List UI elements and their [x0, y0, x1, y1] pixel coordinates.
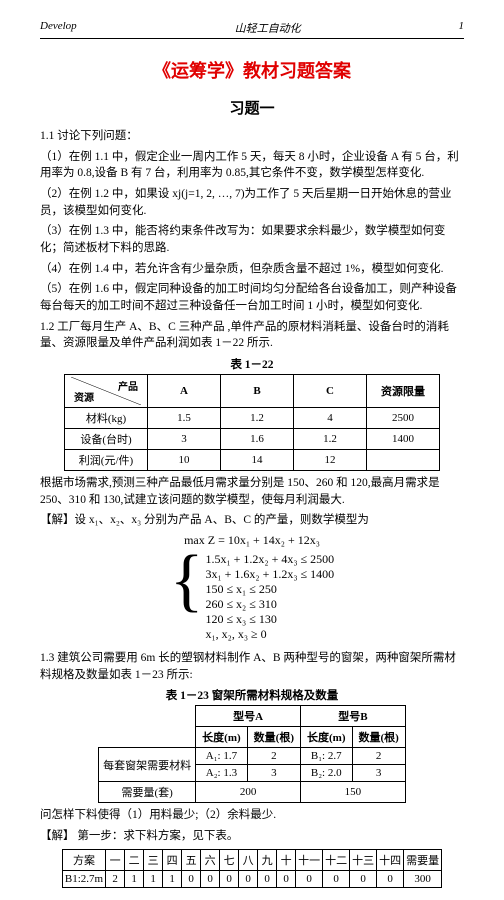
q12-after: 根据市场需求,预测三种产品最低月需求量分别是 150、260 和 120,最高月… [40, 475, 464, 508]
table-row: 设备(台时) 3 1.6 1.2 1400 [65, 429, 440, 450]
hdr-center: 山轻工自动化 [235, 20, 301, 36]
constraint: 120 ≤ x₃ ≤ 130 [205, 612, 334, 627]
t23-c: 长度(m) [301, 727, 353, 748]
hdr-left: Develop [40, 20, 77, 36]
table-row: 材料(kg) 1.5 1.2 4 2500 [65, 408, 440, 429]
t22-col: A [148, 375, 221, 408]
table-cutting: 方案 一 二 三 四 五 六 七 八 九 十 十一 十二 十三 十四 需要量 B… [62, 849, 442, 888]
q13-lead: 1.3 建筑公司需要用 6m 长的塑钢材料制作 A、B 两种型号的窗架，两种窗架… [40, 650, 464, 683]
table-row: 方案 一 二 三 四 五 六 七 八 九 十 十一 十二 十三 十四 需要量 [62, 849, 441, 870]
constraint: 3x₁ + 1.6x₂ + 1.2x₃ ≤ 1400 [205, 567, 334, 582]
page-header: Develop 山轻工自动化 1 [40, 20, 464, 39]
q12-constraints: { 1.5x₁ + 1.2x₂ + 4x₃ ≤ 2500 3x₁ + 1.6x₂… [40, 552, 464, 642]
constraint: 150 ≤ x₁ ≤ 250 [205, 582, 334, 597]
q11-p4: （4）在例 1.4 中，若允许含有少量杂质，但杂质含量不超过 1%，模型如何变化… [40, 261, 464, 278]
hdr-right: 1 [459, 20, 465, 36]
doc-title: 《运筹学》教材习题答案 [40, 57, 464, 83]
brace-icon: { [170, 546, 204, 642]
t22-col: B [221, 375, 294, 408]
q11-p5: （5）在例 1.6 中，假定同种设备的加工时间均匀分配给各台设备加工，则产种设备… [40, 281, 464, 314]
constraint: 1.5x₁ + 1.2x₂ + 4x₃ ≤ 2500 [205, 552, 334, 567]
table-row: 需要量(套) 200 150 [99, 782, 406, 803]
t22-col: 资源限量 [367, 375, 440, 408]
t22-diag: 产品资源 [65, 375, 148, 408]
t22-cap: 表 1－22 [40, 356, 464, 372]
q12-sol-lead: 【解】设 x₁、x₂、x₃ 分别为产品 A、B、C 的产量，则数学模型为 [40, 512, 464, 529]
t23-rowh: 每套窗架需要材料 [99, 748, 196, 782]
q13-step: 【解】 第一步：求下料方案，见下表。 [40, 828, 464, 845]
table-1-23: 型号A 型号B 长度(m) 数量(根) 长度(m) 数量(根) 每套窗架需要材料… [98, 705, 406, 803]
section-heading: 习题一 [40, 97, 464, 118]
t23-g1: 型号A [196, 706, 301, 727]
constraint: 260 ≤ x₂ ≤ 310 [205, 597, 334, 612]
constraint: x₁, x₂, x₃ ≥ 0 [205, 627, 334, 642]
q13-after: 问怎样下料使得（1）用料最少;（2）余料最少. [40, 807, 464, 824]
t23-c: 长度(m) [196, 727, 248, 748]
t23-g2: 型号B [301, 706, 406, 727]
table-row: 每套窗架需要材料 A₁: 1.7 2 B₁: 2.7 2 [99, 748, 406, 765]
q11-p3: （3）在例 1.3 中，能否将约束条件改写为：如果要求余料最少，数学模型如何变化… [40, 223, 464, 256]
t23-c: 数量(根) [247, 727, 300, 748]
t23-c: 数量(根) [352, 727, 405, 748]
q12-lead: 1.2 工厂每月生产 A、B、C 三种产品 ,单件产品的原材料消耗量、设备台时的… [40, 319, 464, 352]
t22-col: C [294, 375, 367, 408]
q11-lead: 1.1 讨论下列问题： [40, 128, 464, 145]
t23-row3h: 需要量(套) [99, 782, 196, 803]
table-1-22: 产品资源 A B C 资源限量 材料(kg) 1.5 1.2 4 2500 设备… [64, 374, 440, 471]
table-row: 利润(元/件) 10 14 12 [65, 450, 440, 471]
q11-p2: （2）在例 1.2 中，如果设 xj(j=1, 2, …, 7)为工作了 5 天… [40, 186, 464, 219]
q11-p1: （1）在例 1.1 中，假定企业一周内工作 5 天，每天 8 小时，企业设备 A… [40, 149, 464, 182]
table-row: B1:2.7m 2 1 1 1 0 0 0 0 0 0 0 0 0 0 300 [62, 870, 441, 887]
q12-obj: max Z = 10x₁ + 14x₂ + 12x₃ [40, 533, 464, 548]
t23-cap: 表 1－23 窗架所需材料规格及数量 [40, 687, 464, 703]
